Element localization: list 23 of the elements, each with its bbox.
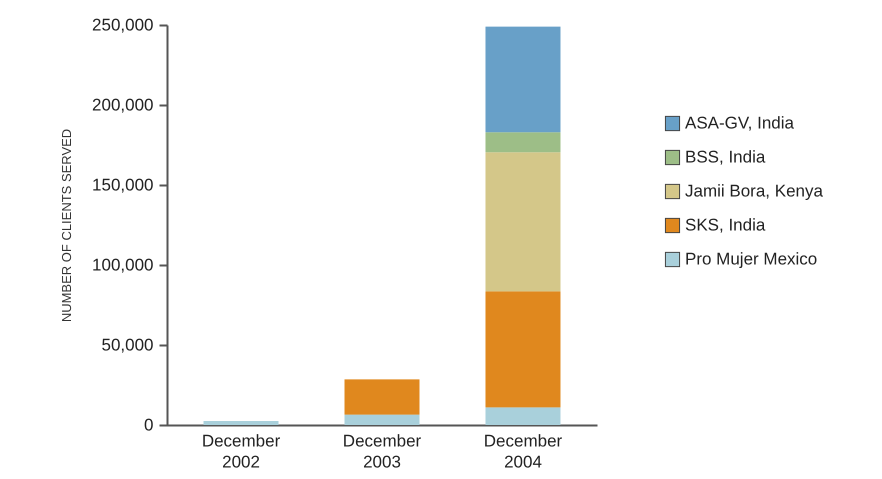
bar [485,407,560,425]
y-tick-label: 150,000 [92,176,154,194]
bar [485,132,560,152]
legend-label: ASA-GV, India [685,114,795,132]
legend-label: SKS, India [685,216,766,234]
bar [344,379,420,415]
bar [204,421,279,425]
legend-label: Jamii Bora, Kenya [685,182,824,200]
bar [485,291,560,408]
y-tick-label: 0 [144,416,154,434]
y-tick-label: 50,000 [102,336,154,354]
y-axis-title: NUMBER OF CLIENTS SERVED [59,128,74,322]
x-tick-label: December 2004 [484,432,563,472]
bar [485,152,560,292]
legend-label: BSS, India [685,148,766,166]
bar [485,26,560,132]
legend-label: Pro Mujer Mexico [685,250,818,268]
y-tick-label: 200,000 [92,96,154,114]
y-tick-label: 100,000 [92,256,154,274]
x-tick-label: December 2002 [202,432,281,472]
bar [344,414,420,425]
x-tick-label: December 2003 [342,432,422,472]
y-tick-label: 250,000 [92,16,154,34]
